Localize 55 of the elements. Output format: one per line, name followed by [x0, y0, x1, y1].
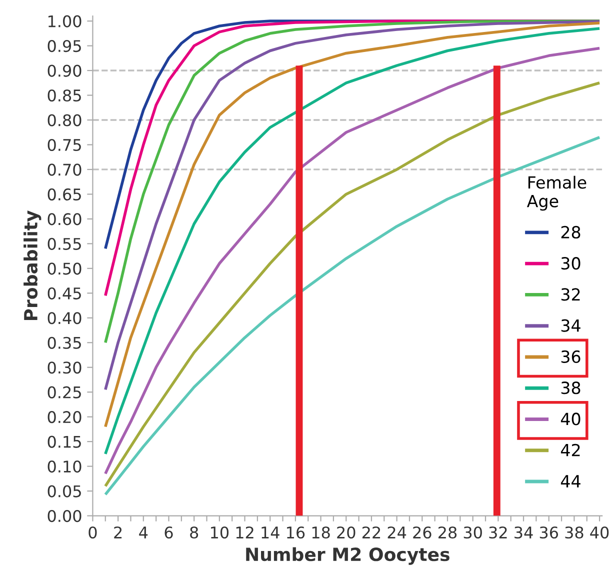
- y-tick-label: 0.25: [48, 386, 81, 398]
- x-tick-label: 4: [139, 526, 148, 538]
- y-tick-label: 0.45: [48, 287, 81, 300]
- x-tick-label: 26: [413, 526, 432, 539]
- x-tick-label: 34: [514, 526, 533, 539]
- y-tick-label: 0.85: [48, 89, 81, 102]
- x-tick-label: 8: [190, 526, 198, 539]
- y-tick-label: 0.70: [48, 164, 82, 176]
- legend-label: 36: [561, 350, 580, 364]
- y-tick-label: 0.95: [48, 40, 81, 52]
- x-tick-label: 40: [590, 526, 609, 539]
- y-tick-label: 0.05: [48, 485, 81, 498]
- y-tick-label: 0.50: [48, 262, 82, 275]
- x-tick-label: 38: [565, 526, 584, 539]
- y-tick-label: 0.35: [48, 336, 81, 349]
- y-tick-label: 0.90: [48, 64, 82, 77]
- x-axis-title: Number M2 Oocytes: [246, 547, 450, 565]
- y-tick-label: 0.10: [48, 460, 82, 473]
- x-tick-label: 2: [114, 526, 122, 538]
- legend-label: 44: [560, 475, 580, 488]
- y-tick-label: 0.55: [48, 238, 81, 250]
- y-axis-title: Probability: [24, 210, 42, 320]
- x-tick-label: 0: [88, 526, 97, 539]
- legend-label: 28: [561, 226, 580, 239]
- y-tick-label: 0.20: [48, 411, 82, 424]
- x-tick-label: 36: [540, 526, 558, 539]
- legend-label: 38: [561, 382, 580, 394]
- y-tick-label: 0.65: [48, 188, 81, 200]
- legend-label: 30: [561, 257, 580, 270]
- y-tick-label: 0.15: [48, 436, 81, 448]
- y-tick-label: 0.00: [48, 510, 82, 522]
- y-tick-label: 0.80: [48, 114, 82, 126]
- legend-label: 42: [560, 444, 580, 456]
- legend-label: 34: [561, 319, 580, 332]
- legend-title: Female Age: [526, 176, 586, 211]
- legend-label: 32: [561, 288, 580, 301]
- x-tick-label: 14: [262, 526, 280, 538]
- x-tick-label: 18: [312, 526, 330, 539]
- line-series: [104, 136, 601, 496]
- x-tick-label: 12: [236, 526, 254, 538]
- x-tick-label: 20: [337, 526, 356, 539]
- x-tick-label: 10: [211, 526, 229, 539]
- x-tick-label: 30: [464, 526, 482, 539]
- x-tick-label: 28: [438, 526, 457, 539]
- y-tick-label: 0.30: [48, 362, 82, 374]
- x-tick-label: 32: [489, 526, 507, 539]
- x-tick-label: 6: [164, 526, 173, 539]
- x-tick-label: 16: [287, 526, 305, 539]
- y-tick-label: 1.00: [48, 15, 82, 28]
- x-tick-label: 22: [362, 526, 380, 538]
- x-tick-label: 24: [388, 526, 406, 538]
- y-tick-label: 0.75: [48, 138, 81, 152]
- y-tick-label: 0.60: [48, 213, 82, 226]
- y-tick-label: 0.40: [48, 312, 82, 324]
- legend-label: 40: [560, 412, 580, 426]
